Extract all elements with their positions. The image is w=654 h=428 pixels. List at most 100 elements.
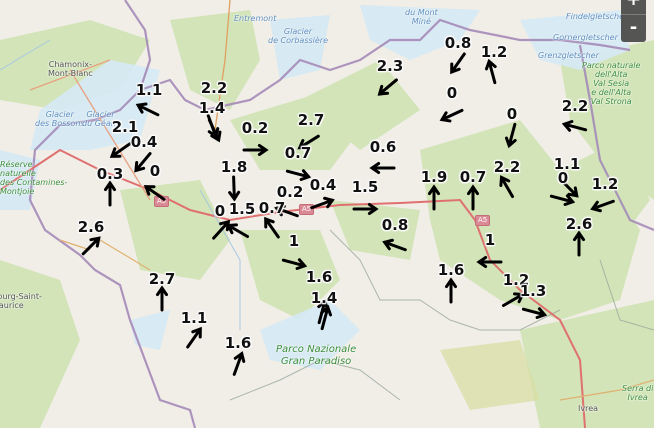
wind-arrow: [476, 255, 503, 269]
place-glacier-geant: Glacier du Géant: [82, 110, 119, 128]
wind-speed-label: 0.2: [276, 183, 304, 201]
wind-arrow: [134, 152, 152, 173]
place-parco-alta-val-sesia: Parco naturale dell'Alta Val Sesia e del…: [582, 61, 641, 106]
wind-speed-label: 2.2: [200, 79, 228, 97]
minor-boundaries: [229, 229, 654, 401]
wind-speed-label: 0: [214, 202, 226, 220]
wind-speed-label: 2.1: [111, 118, 139, 136]
wind-arrow: [559, 178, 579, 198]
wind-arrow: [484, 58, 497, 85]
wind-arrow: [109, 142, 132, 158]
border-lines: [28, 0, 654, 428]
wind-arrow: [549, 194, 576, 207]
wind-arrow: [207, 118, 222, 143]
zoom-in-button[interactable]: +: [621, 0, 646, 14]
wind-speed-label: 0.7: [459, 168, 487, 186]
wind-speed-label: 2.7: [297, 111, 325, 129]
park-area: [440, 340, 540, 410]
wind-arrow: [590, 199, 615, 213]
wind-arrow: [228, 175, 241, 202]
wind-arrow: [310, 196, 335, 210]
rivers: [0, 39, 241, 330]
place-mont-mine: du Mont Miné: [405, 8, 438, 26]
wind-speed-label: 1.5: [228, 200, 256, 218]
wind-speed-label: 1.8: [220, 158, 248, 176]
wind-speed-label: 0.8: [444, 34, 472, 52]
wind-arrow: [501, 292, 525, 307]
wind-arrow: [382, 238, 407, 252]
wind-speed-label: 0.8: [381, 216, 409, 234]
wind-arrow: [186, 326, 202, 349]
wind-speed-label: 0.4: [130, 133, 158, 151]
wind-arrow: [377, 78, 398, 96]
place-glacier-bossons: Glacier des Bossons: [35, 110, 85, 128]
wind-speed-label: 1.6: [305, 268, 333, 286]
wind-speed-label: 1.6: [224, 334, 252, 352]
wind-speed-label: 0: [557, 169, 569, 187]
wind-arrow: [285, 169, 312, 182]
wind-arrow: [450, 52, 466, 75]
wind-speed-label: 1.2: [591, 175, 619, 193]
wind-speed-label: 0.7: [258, 199, 286, 217]
wind-speed-label: 1.3: [519, 282, 547, 300]
wind-arrow: [155, 285, 169, 312]
wind-speed-label: 1.9: [420, 168, 448, 186]
wind-speed-label: 2.6: [77, 218, 105, 236]
wind-arrow: [135, 102, 160, 117]
place-findelgletscher: Findelgletscher: [566, 12, 628, 21]
wind-speed-label: 0: [446, 84, 458, 102]
place-gran-paradiso: Parco Nazionale Gran Paradiso: [276, 344, 357, 367]
wind-speed-label: 1.1: [553, 155, 581, 173]
wind-arrow: [212, 219, 231, 240]
wind-arrow: [369, 161, 396, 175]
place-ivrea: Ivrea: [578, 404, 599, 413]
place-entremont: Entremont: [234, 14, 277, 23]
wind-arrow: [81, 236, 101, 256]
wind-arrow: [439, 108, 464, 123]
wind-arrow: [274, 204, 299, 218]
wind-speed-label: 0.4: [309, 176, 337, 194]
wind-speed-label: 2.2: [561, 97, 589, 115]
wind-arrow: [561, 119, 588, 132]
wind-speed-label: 1.6: [437, 261, 465, 279]
zoom-control: + -: [621, 0, 646, 42]
road-shield-a5: A5: [299, 204, 315, 215]
wind-arrow: [242, 143, 269, 157]
glacier-areas: [0, 5, 630, 370]
place-reserve-contamines: Réserve naturelle des Contamines- Montjo…: [0, 160, 68, 196]
wind-speed-label: 1: [288, 232, 300, 250]
zoom-out-button[interactable]: -: [621, 14, 646, 42]
wind-speed-label: 2.6: [565, 215, 593, 233]
wind-speed-label: 1.2: [502, 271, 530, 289]
road-shield-a5: A5: [475, 215, 491, 226]
wind-speed-label: 0.3: [96, 165, 124, 183]
wind-speed-label: 2.3: [376, 57, 404, 75]
wind-speed-label: 0.2: [241, 119, 269, 137]
wind-arrow: [232, 351, 246, 376]
wind-speed-label: 1.1: [180, 309, 208, 327]
wind-speed-label: 2.2: [493, 158, 521, 176]
wind-arrow: [572, 230, 586, 257]
place-serra-ivrea: Serra di Ivrea: [622, 384, 654, 402]
wind-speed-label: 0.6: [369, 138, 397, 156]
wind-arrow: [103, 180, 117, 207]
wind-arrow: [504, 122, 517, 149]
wind-arrow: [427, 184, 441, 211]
wind-arrow: [499, 175, 514, 199]
wind-speed-label: 1.5: [351, 178, 379, 196]
wind-arrow: [352, 202, 379, 216]
place-bourg-saint-maurice: Bourg-Saint- Maurice: [0, 292, 42, 310]
wind-arrow: [297, 134, 320, 150]
wind-arrow: [444, 277, 458, 304]
place-chamonix: Chamonix- Mont-Blanc: [48, 60, 93, 78]
wind-speed-label: 0.7: [284, 144, 312, 162]
wind-speed-label: 1.4: [198, 99, 226, 117]
wind-speed-label: 1.2: [480, 43, 508, 61]
wind-speed-label: 1: [484, 231, 496, 249]
wind-arrow: [320, 304, 333, 331]
place-gornergletscher: Gornergletscher: [553, 33, 618, 42]
wind-arrow: [466, 184, 480, 211]
